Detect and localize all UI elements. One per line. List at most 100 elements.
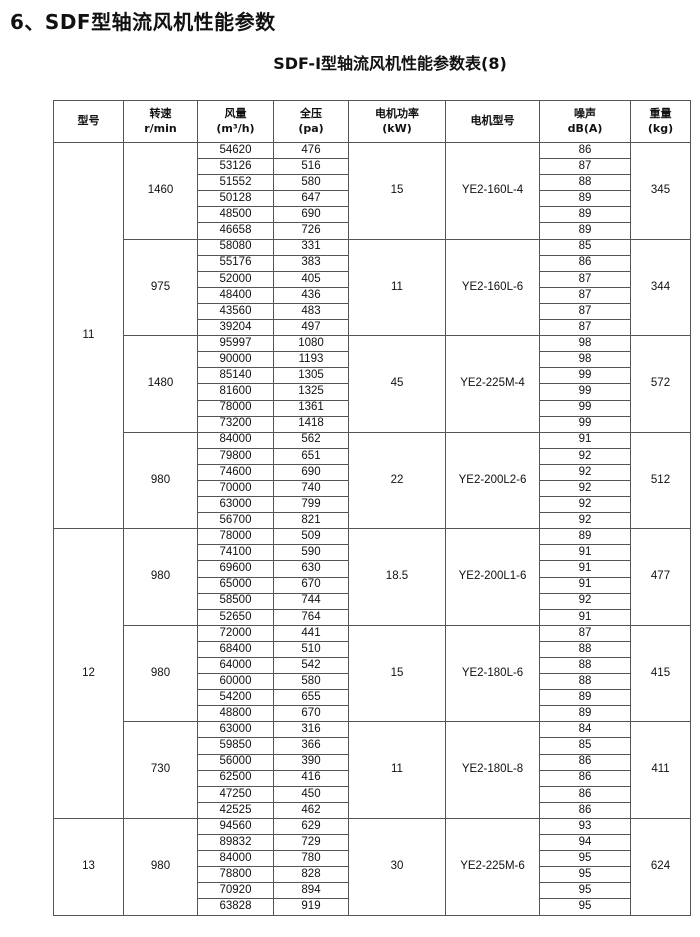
header-model: 型号 <box>53 100 124 143</box>
noise-cell: 88 <box>539 640 631 659</box>
noise-cell: 95 <box>539 882 631 900</box>
table-row: 89832 729 94 <box>54 834 691 852</box>
pressure-cell: 629 <box>273 817 349 836</box>
table-row: 74600 690 92 <box>54 463 691 481</box>
noise-cell: 98 <box>539 351 631 369</box>
model-cell: 12 <box>53 528 124 819</box>
model-cell: 11 <box>53 141 124 530</box>
motor-power-cell: 22 <box>348 431 446 530</box>
pressure-cell: 740 <box>273 479 349 498</box>
airflow-cell: 52650 <box>197 608 274 626</box>
page-title: 6、SDF型轴流风机性能参数 <box>10 10 276 34</box>
pressure-cell: 1418 <box>273 415 349 433</box>
noise-cell: 88 <box>539 174 631 192</box>
pressure-cell: 483 <box>273 302 349 321</box>
table-row: 730 63000 316 11 YE2-180L-8 84 411 <box>54 721 691 819</box>
noise-cell: 92 <box>539 479 631 498</box>
table-row: 84000 780 95 <box>54 850 691 868</box>
airflow-cell: 65000 <box>197 576 274 594</box>
header-motor-type: 电机型号 <box>445 100 540 143</box>
header-unit: (kg) <box>647 121 674 135</box>
pressure-cell: 416 <box>273 769 349 787</box>
noise-cell: 89 <box>539 190 631 208</box>
noise-cell: 91 <box>539 431 631 449</box>
header-label: 噪声 <box>574 106 596 120</box>
table-row: 48500 690 89 <box>54 206 691 224</box>
speed-cell: 975 <box>123 238 198 337</box>
table-row: 1480 95997 1080 45 YE2-225M-4 98 572 <box>54 335 691 433</box>
header-speed: 转速 r/min <box>123 100 198 143</box>
header-row: 型号 转速 r/min 风量 (m³/h) 全压 (pa) 电机功率 (kW) 电机型号 噪声 dB(… <box>53 100 691 143</box>
weight-cell: 572 <box>630 335 691 433</box>
noise-cell: 87 <box>539 270 631 288</box>
header-label: 风量 <box>224 106 247 120</box>
speed-cell: 1480 <box>123 335 198 433</box>
header-label: 电机型号 <box>470 114 515 128</box>
header-unit: (pa) <box>298 121 324 135</box>
weight-cell: 512 <box>630 431 691 530</box>
noise-cell: 91 <box>539 560 631 578</box>
noise-cell: 87 <box>539 158 631 176</box>
airflow-cell: 94560 <box>197 817 274 836</box>
airflow-cell: 70000 <box>197 479 274 498</box>
noise-cell: 92 <box>539 447 631 465</box>
table-body: 11 1460 54620 476 15 YE2-160L-4 86 345 53126 516 8… <box>53 141 691 916</box>
airflow-cell: 78000 <box>197 528 274 546</box>
header-motor-power: 电机功率 (kW) <box>348 100 446 143</box>
noise-cell: 91 <box>539 608 631 626</box>
pressure-cell: 405 <box>273 270 349 288</box>
motor-type-cell: YE2-225M-4 <box>445 335 540 433</box>
airflow-cell: 46658 <box>197 222 274 240</box>
airflow-cell: 53126 <box>197 158 274 176</box>
model-cell: 13 <box>53 817 124 916</box>
motor-type-cell: YE2-160L-6 <box>445 238 540 337</box>
airflow-cell: 48400 <box>197 286 274 304</box>
noise-cell: 85 <box>539 238 631 256</box>
pressure-cell: 1305 <box>273 367 349 385</box>
noise-cell: 89 <box>539 222 631 240</box>
noise-cell: 86 <box>539 769 631 787</box>
table-row: 78000 1361 99 <box>54 399 691 417</box>
airflow-cell: 74100 <box>197 544 274 562</box>
table-row: 980 72000 441 15 YE2-180L-6 87 415 <box>54 624 691 723</box>
pressure-cell: 651 <box>273 447 349 465</box>
table-row: 48400 436 87 <box>54 286 691 304</box>
table-row: 81600 1325 99 <box>54 383 691 401</box>
noise-cell: 92 <box>539 496 631 514</box>
table-row: 70920 894 95 <box>54 882 691 900</box>
airflow-cell: 81600 <box>197 383 274 401</box>
airflow-cell: 70920 <box>197 882 274 900</box>
motor-type-cell: YE2-225M-6 <box>445 817 540 916</box>
noise-cell: 91 <box>539 576 631 594</box>
pressure-cell: 383 <box>273 254 349 272</box>
airflow-cell: 56700 <box>197 512 274 530</box>
header-unit: r/min <box>144 121 177 135</box>
airflow-cell: 69600 <box>197 560 274 578</box>
noise-cell: 95 <box>539 866 631 884</box>
pressure-cell: 726 <box>273 222 349 240</box>
airflow-cell: 63000 <box>197 496 274 514</box>
airflow-cell: 43560 <box>197 302 274 321</box>
pressure-cell: 828 <box>273 866 349 884</box>
airflow-cell: 85140 <box>197 367 274 385</box>
weight-cell: 411 <box>630 721 691 819</box>
pressure-cell: 441 <box>273 624 349 642</box>
table-row: 68400 510 88 <box>54 640 691 659</box>
noise-cell: 99 <box>539 383 631 401</box>
pressure-cell: 562 <box>273 431 349 449</box>
pressure-cell: 1193 <box>273 351 349 369</box>
noise-cell: 99 <box>539 367 631 385</box>
pressure-cell: 476 <box>273 141 349 160</box>
speed-cell: 980 <box>123 528 198 626</box>
airflow-cell: 63000 <box>197 721 274 739</box>
pressure-cell: 542 <box>273 656 349 675</box>
pressure-cell: 744 <box>273 592 349 610</box>
noise-cell: 87 <box>539 624 631 642</box>
pressure-cell: 670 <box>273 705 349 723</box>
noise-cell: 85 <box>539 737 631 755</box>
pressure-cell: 462 <box>273 801 349 819</box>
motor-power-cell: 11 <box>348 721 446 819</box>
noise-cell: 89 <box>539 528 631 546</box>
pressure-cell: 580 <box>273 174 349 192</box>
noise-cell: 92 <box>539 463 631 481</box>
